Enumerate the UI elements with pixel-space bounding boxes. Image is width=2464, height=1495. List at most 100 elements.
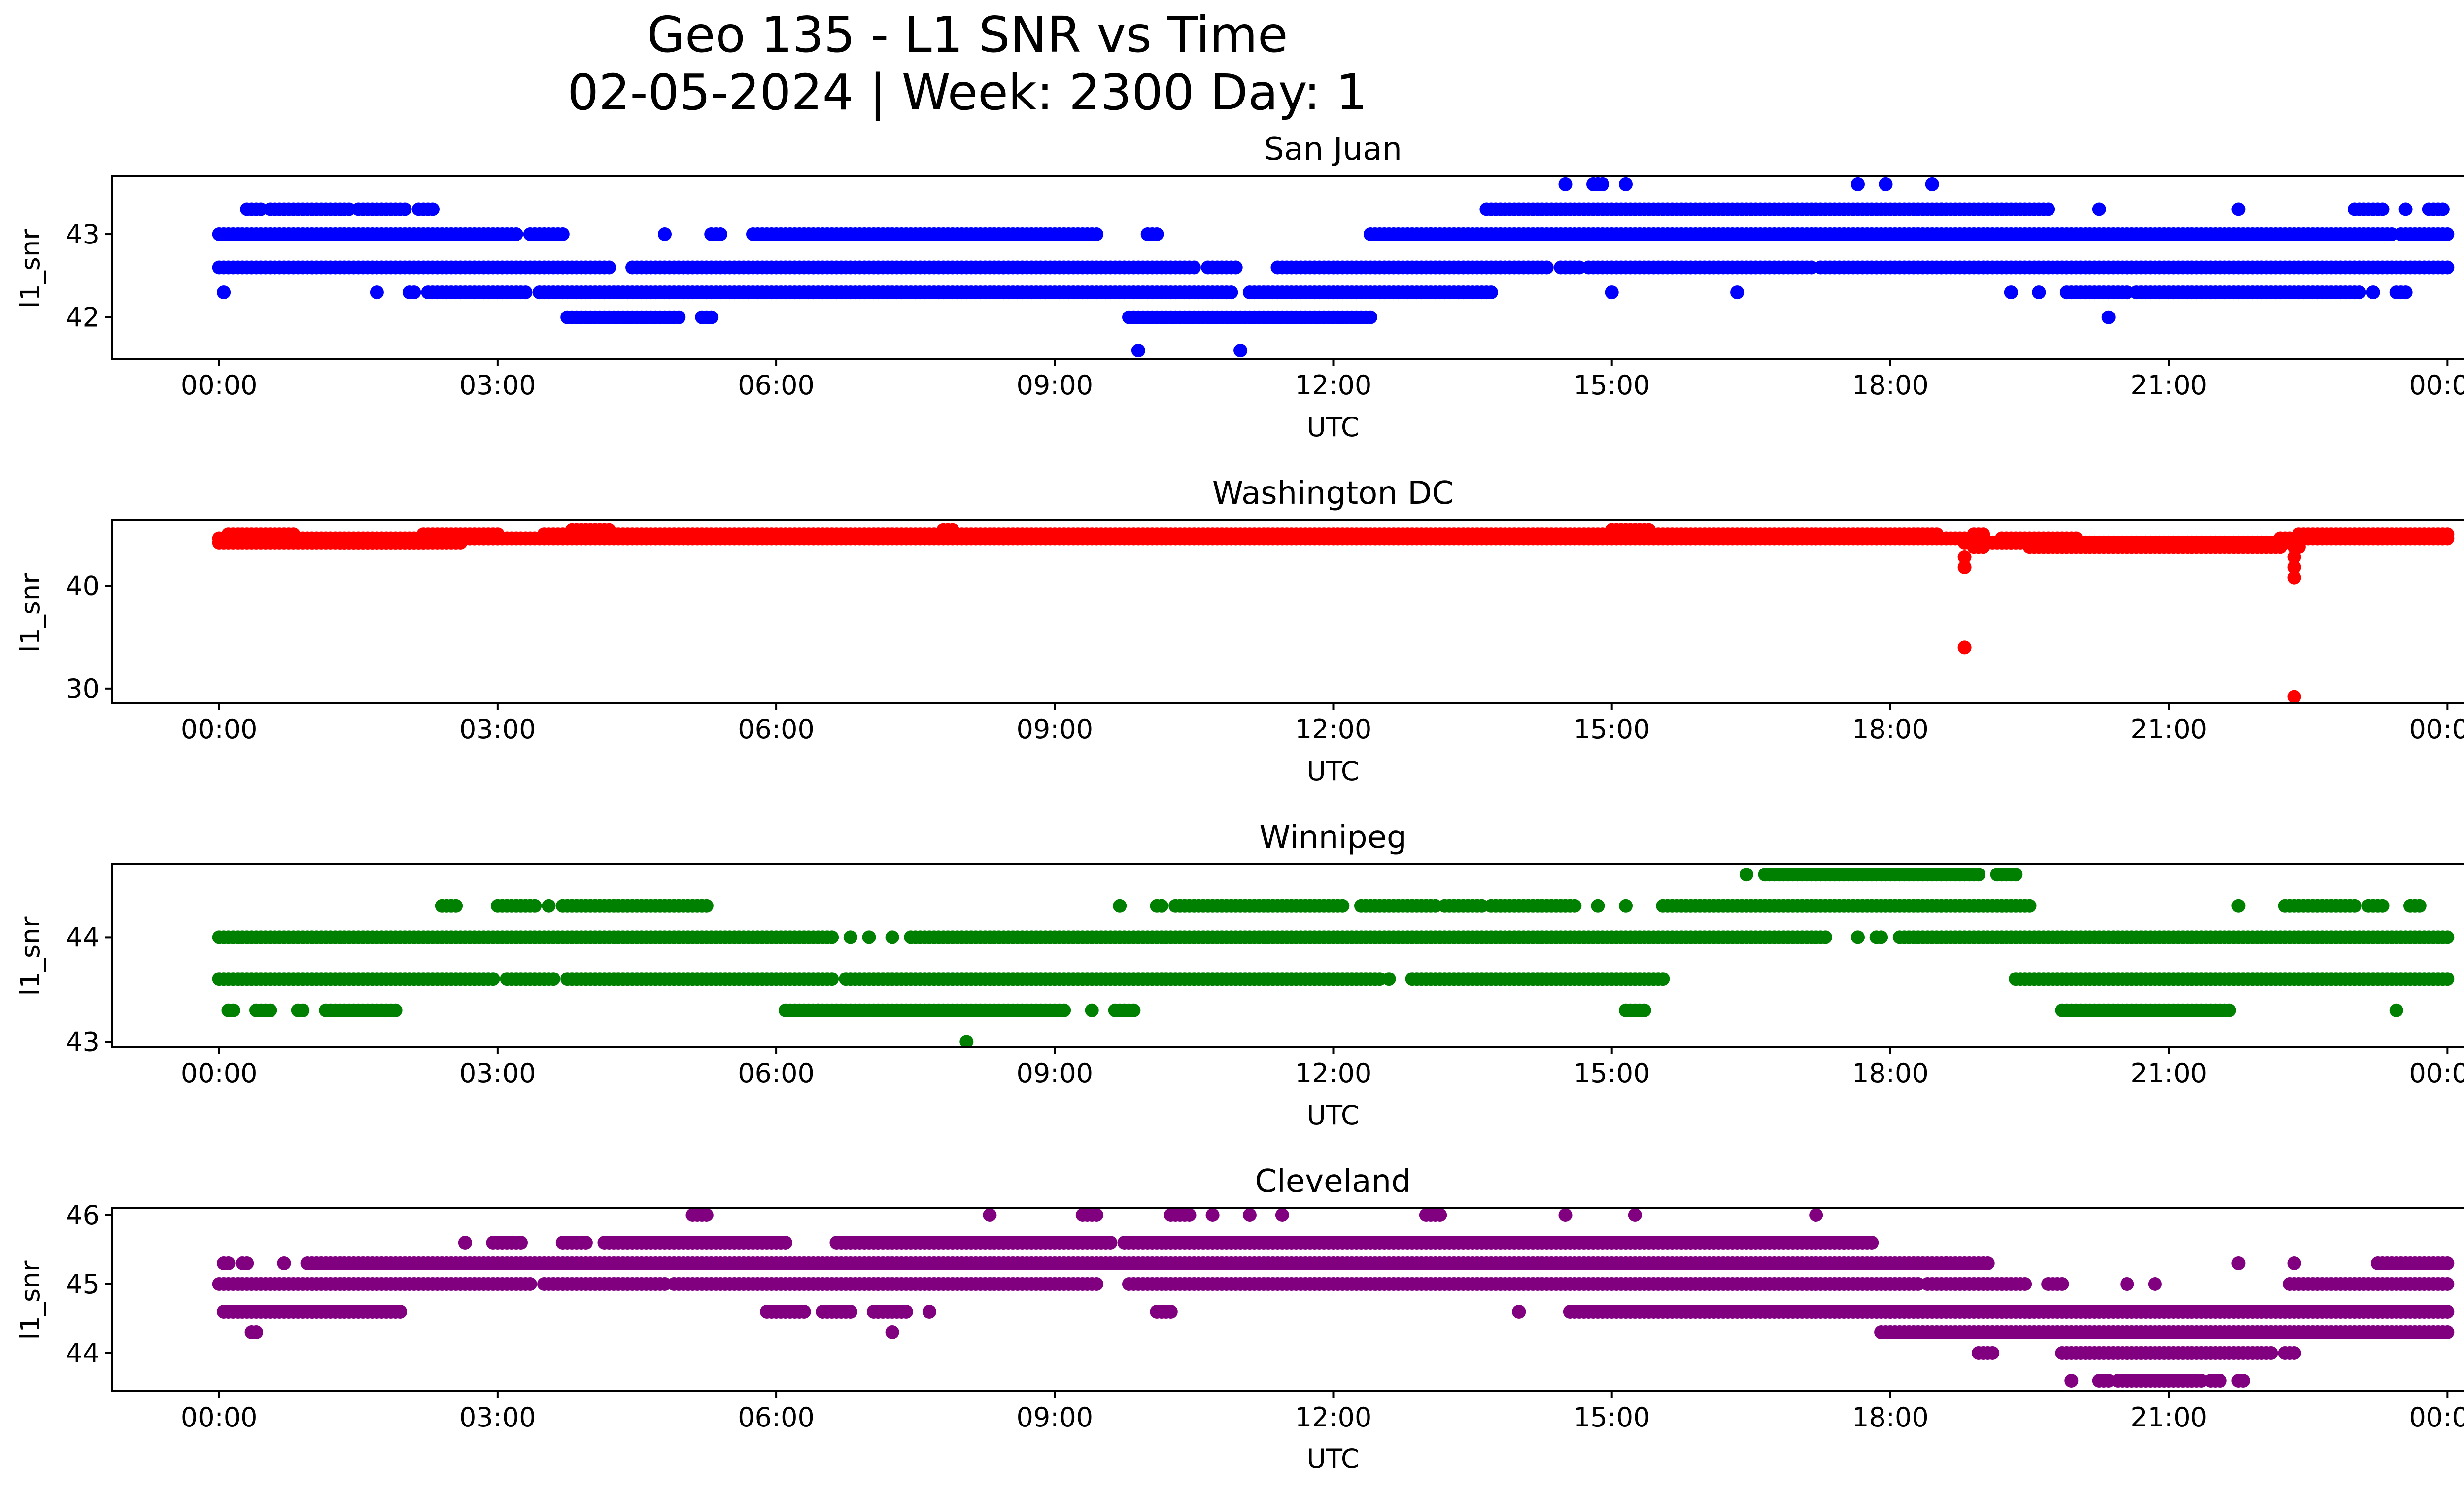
data-point [1642, 523, 1656, 537]
x-tick-label: 09:00 [1016, 1058, 1093, 1089]
y-tick-label: 30 [66, 673, 100, 704]
data-point [658, 227, 672, 241]
data-point [2398, 202, 2413, 216]
data-point [1930, 527, 1944, 542]
data-point [1182, 1208, 1197, 1222]
data-point [2287, 570, 2301, 585]
data-point [1558, 1208, 1573, 1222]
data-point [1155, 899, 1168, 913]
x-tick-label: 21:00 [2130, 370, 2207, 401]
data-point [277, 1256, 291, 1270]
x-tick-label: 12:00 [1295, 714, 1372, 745]
data-point [1335, 899, 1350, 913]
data-point [1090, 1208, 1104, 1222]
y-axis-label: l1_snr [15, 916, 46, 996]
data-point [1205, 1208, 1220, 1222]
data-point [2287, 550, 2301, 564]
data-point [602, 523, 616, 537]
data-point [2292, 540, 2306, 554]
data-point [2101, 310, 2116, 324]
data-point [1085, 1003, 1099, 1017]
data-point [1925, 177, 1939, 191]
x-tick-label: 06:00 [738, 370, 815, 401]
data-point [1131, 344, 1145, 358]
data-point [286, 527, 301, 542]
data-point [2041, 202, 2055, 216]
data-point [555, 227, 570, 241]
x-tick-label: 18:00 [1852, 714, 1929, 745]
figure-title-line1: Geo 135 - L1 SNR vs Time [647, 6, 1288, 64]
x-tick-label: 09:00 [1016, 714, 1093, 745]
data-point [699, 899, 714, 913]
data-point [1637, 1003, 1651, 1017]
x-tick-label: 21:00 [2130, 714, 2207, 745]
data-point [2148, 1277, 2162, 1291]
data-point [2009, 868, 2023, 882]
data-point [1595, 177, 1609, 191]
data-point [1242, 1208, 1257, 1222]
data-point [518, 285, 533, 300]
data-point [602, 260, 616, 275]
data-point [221, 1256, 236, 1270]
data-point [1605, 285, 1619, 300]
data-point [2440, 527, 2455, 542]
x-tick-label: 09:00 [1016, 370, 1093, 401]
data-point [2398, 285, 2413, 300]
data-point [2440, 1277, 2455, 1291]
data-point [704, 310, 719, 324]
x-tick-label: 18:00 [1852, 370, 1929, 401]
data-point [1851, 177, 1865, 191]
data-point [226, 1003, 240, 1017]
data-point [2440, 930, 2455, 944]
data-point [1851, 930, 1865, 944]
x-tick-label: 12:00 [1295, 1058, 1372, 1089]
x-tick-label: 00:00 [2409, 1058, 2464, 1089]
x-tick-label: 15:00 [1574, 714, 1650, 745]
data-point [388, 1003, 403, 1017]
panel-title: San Juan [1264, 131, 1402, 168]
data-point [2287, 690, 2301, 703]
data-point [1971, 868, 1985, 882]
panel-title: Cleveland [1255, 1163, 1411, 1200]
data-point [1628, 1208, 1642, 1222]
x-tick-label: 03:00 [459, 1058, 536, 1089]
data-point [843, 1305, 857, 1319]
data-point [217, 285, 231, 300]
panel-title: Winnipeg [1259, 819, 1406, 856]
data-point [1540, 260, 1554, 275]
x-tick-label: 18:00 [1852, 1058, 1929, 1089]
data-point [1619, 177, 1633, 191]
y-tick-label: 43 [66, 219, 100, 250]
data-point [458, 1236, 472, 1250]
data-point [825, 930, 839, 944]
data-point [2375, 899, 2390, 913]
data-point [2389, 1003, 2403, 1017]
panel-title: Washington DC [1212, 475, 1454, 512]
data-point [1957, 550, 1972, 564]
data-point [2055, 1277, 2069, 1291]
data-point [1090, 227, 1104, 241]
data-point [862, 930, 876, 944]
data-point [2440, 227, 2455, 241]
data-point [1957, 560, 1972, 574]
y-tick-label: 42 [66, 302, 100, 333]
data-point [579, 1236, 593, 1250]
data-point [370, 285, 384, 300]
data-point [2004, 285, 2018, 300]
data-point [407, 285, 421, 300]
x-tick-label: 03:00 [459, 370, 536, 401]
data-point [946, 523, 959, 537]
data-point [1057, 1003, 1071, 1017]
y-axis-label: l1_snr [15, 573, 46, 653]
data-point [2022, 899, 2037, 913]
data-point [843, 930, 857, 944]
data-point [2366, 285, 2380, 300]
data-point [699, 1208, 714, 1222]
data-points [212, 177, 2455, 358]
data-point [1224, 285, 1238, 300]
data-point [2120, 1277, 2134, 1291]
data-point [2222, 1003, 2236, 1017]
data-point [1879, 177, 1893, 191]
data-point [240, 1256, 254, 1270]
